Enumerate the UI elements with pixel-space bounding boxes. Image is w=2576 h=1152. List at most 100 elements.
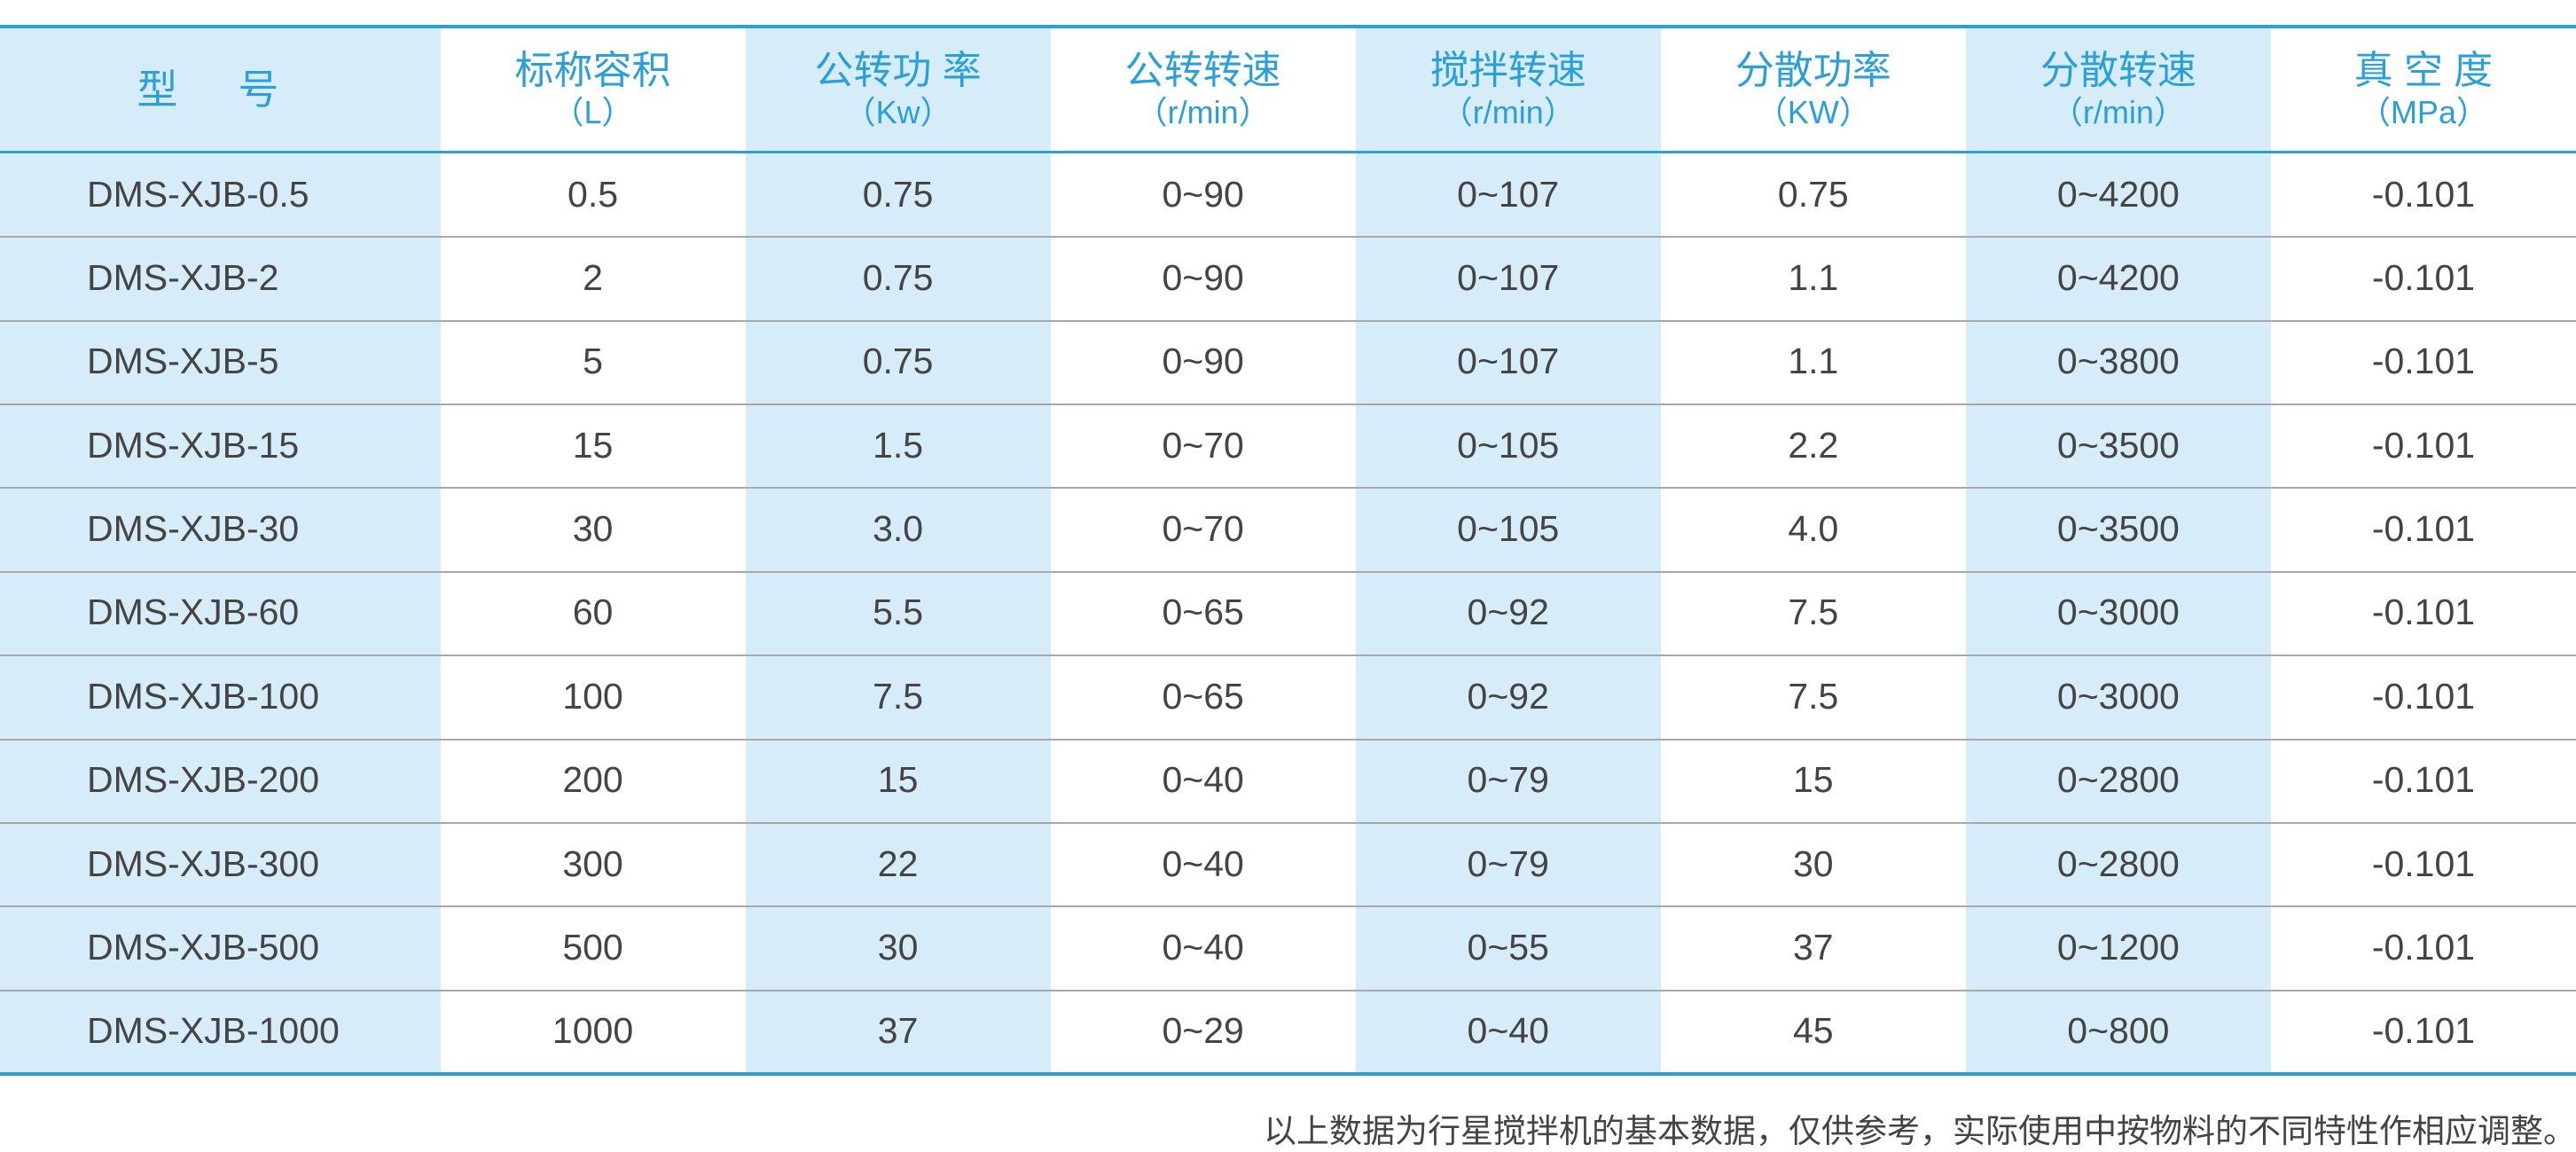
table-cell: 1000 xyxy=(552,1010,634,1052)
table-cell: -0.101 xyxy=(2371,257,2476,299)
table-cell: 0~65 xyxy=(1162,675,1244,717)
table-cell: 0~40 xyxy=(1467,1010,1549,1052)
table-cell: 0.75 xyxy=(1777,173,1849,215)
table-cell: 0~3000 xyxy=(2056,675,2180,717)
row-rule xyxy=(0,236,2576,239)
header-title: 公转功 率 xyxy=(814,49,982,92)
header-unit: （Kw） xyxy=(843,94,952,130)
table-cell: 0~29 xyxy=(1162,1010,1244,1052)
table-cell: 0~90 xyxy=(1162,257,1244,299)
header-unit: （r/min） xyxy=(1440,94,1576,130)
table-cell: 0~2800 xyxy=(2056,759,2180,801)
table-cell: 0~79 xyxy=(1467,842,1549,884)
table-cell: -0.101 xyxy=(2371,592,2476,633)
table-cell: DMS-XJB-2 xyxy=(87,257,279,299)
table-cell: 0~3800 xyxy=(2056,341,2180,382)
table-cell: -0.101 xyxy=(2371,173,2476,215)
table-cell: 15 xyxy=(1793,759,1834,801)
header-cell: 公转功 率（Kw） xyxy=(746,27,1051,153)
footnote: 以上数据为行星搅拌机的基本数据，仅供参考，实际使用中按物料的不同特性作相应调整。 xyxy=(1264,1114,2576,1150)
header-title: 型 号 xyxy=(137,67,304,113)
row-rule xyxy=(0,487,2576,490)
table-cell: 5.5 xyxy=(873,592,924,633)
header-cell: 型 号 xyxy=(0,27,441,153)
table-cell: 0~107 xyxy=(1457,341,1560,382)
table-cell: 0.75 xyxy=(862,173,934,215)
table-cell: DMS-XJB-100 xyxy=(87,675,320,717)
table-cell: 0~3500 xyxy=(2056,424,2180,466)
table-cell: 4.0 xyxy=(1788,508,1839,550)
header-title: 公转转速 xyxy=(1124,49,1281,92)
row-rule xyxy=(0,905,2576,908)
table-cell: DMS-XJB-500 xyxy=(87,926,320,968)
header-unit: （r/min） xyxy=(1135,94,1271,130)
table-cell: 0~79 xyxy=(1467,759,1549,801)
header-unit: （L） xyxy=(552,94,634,130)
table-cell: 0~800 xyxy=(2067,1010,2170,1052)
table-cell: 0.75 xyxy=(862,257,934,299)
table-cell: 7.5 xyxy=(1788,592,1839,633)
header-rule xyxy=(0,151,2576,153)
table-cell: 45 xyxy=(1793,1010,1834,1052)
row-rule xyxy=(0,404,2576,406)
table-cell: 1.1 xyxy=(1788,341,1839,382)
header-cell: 公转转速 （r/min） xyxy=(1051,27,1356,153)
column-shade xyxy=(745,27,1051,1073)
table-cell: 200 xyxy=(562,759,623,801)
table-cell: 0~105 xyxy=(1457,424,1560,466)
header-cell: 搅拌转速 （r/min） xyxy=(1356,27,1661,153)
table-cell: 0~65 xyxy=(1162,592,1244,633)
table-cell: DMS-XJB-200 xyxy=(87,759,320,801)
bottom-rule xyxy=(0,1072,2576,1076)
table-cell: 300 xyxy=(562,842,623,884)
table-cell: 500 xyxy=(562,926,623,968)
table-cell: -0.101 xyxy=(2371,424,2476,466)
table-cell: 2.2 xyxy=(1788,424,1839,466)
header-unit: （r/min） xyxy=(2050,94,2186,130)
row-rule xyxy=(0,738,2576,741)
table-cell: DMS-XJB-1000 xyxy=(87,1010,340,1052)
table-cell: -0.101 xyxy=(2371,675,2476,717)
table-cell: 3.0 xyxy=(873,508,924,550)
header-cell: 分散转速 （r/min） xyxy=(1966,27,2271,153)
table-cell: 0~40 xyxy=(1162,842,1244,884)
header-title: 真 空 度 xyxy=(2353,49,2494,92)
table-cell: 1.5 xyxy=(873,424,924,466)
table-cell: 0~90 xyxy=(1162,173,1244,215)
table-cell: 0~107 xyxy=(1457,257,1560,299)
table-cell: 0~40 xyxy=(1162,926,1244,968)
table-cell: 0~1200 xyxy=(2056,926,2180,968)
row-rule xyxy=(0,821,2576,824)
table-cell: 0~107 xyxy=(1457,173,1560,215)
header-cell: 真 空 度（MPa） xyxy=(2271,27,2576,153)
table-cell: 60 xyxy=(572,592,614,633)
table-cell: 0.5 xyxy=(568,173,619,215)
header-cell: 标称容积 （L） xyxy=(441,27,746,153)
table-cell: 0~40 xyxy=(1162,759,1244,801)
table-cell: -0.101 xyxy=(2371,842,2476,884)
table-cell: -0.101 xyxy=(2371,926,2476,968)
header-title: 分散功率 xyxy=(1734,49,1891,92)
table-cell: 0~4200 xyxy=(2056,173,2180,215)
table-cell: 37 xyxy=(1793,926,1834,968)
table-cell: 0~70 xyxy=(1162,508,1244,550)
table-cell: 0~3500 xyxy=(2056,508,2180,550)
table-cell: 7.5 xyxy=(1788,675,1839,717)
table-cell: DMS-XJB-300 xyxy=(87,842,320,884)
table-cell: 15 xyxy=(877,759,919,801)
row-rule xyxy=(0,319,2576,322)
table-cell: 0~92 xyxy=(1467,592,1549,633)
table-cell: -0.101 xyxy=(2371,1010,2476,1052)
column-shade xyxy=(0,27,441,1073)
table-cell: 30 xyxy=(572,508,614,550)
table-cell: 0~92 xyxy=(1467,675,1549,717)
table-cell: 0~105 xyxy=(1457,508,1560,550)
table-cell: DMS-XJB-60 xyxy=(87,592,300,633)
table-cell: DMS-XJB-0.5 xyxy=(87,173,309,215)
table-cell: 0~55 xyxy=(1467,926,1549,968)
table-cell: 30 xyxy=(1793,842,1834,884)
table-cell: 100 xyxy=(562,675,623,717)
row-rule xyxy=(0,989,2576,991)
header-title: 标称容积 xyxy=(514,49,671,92)
